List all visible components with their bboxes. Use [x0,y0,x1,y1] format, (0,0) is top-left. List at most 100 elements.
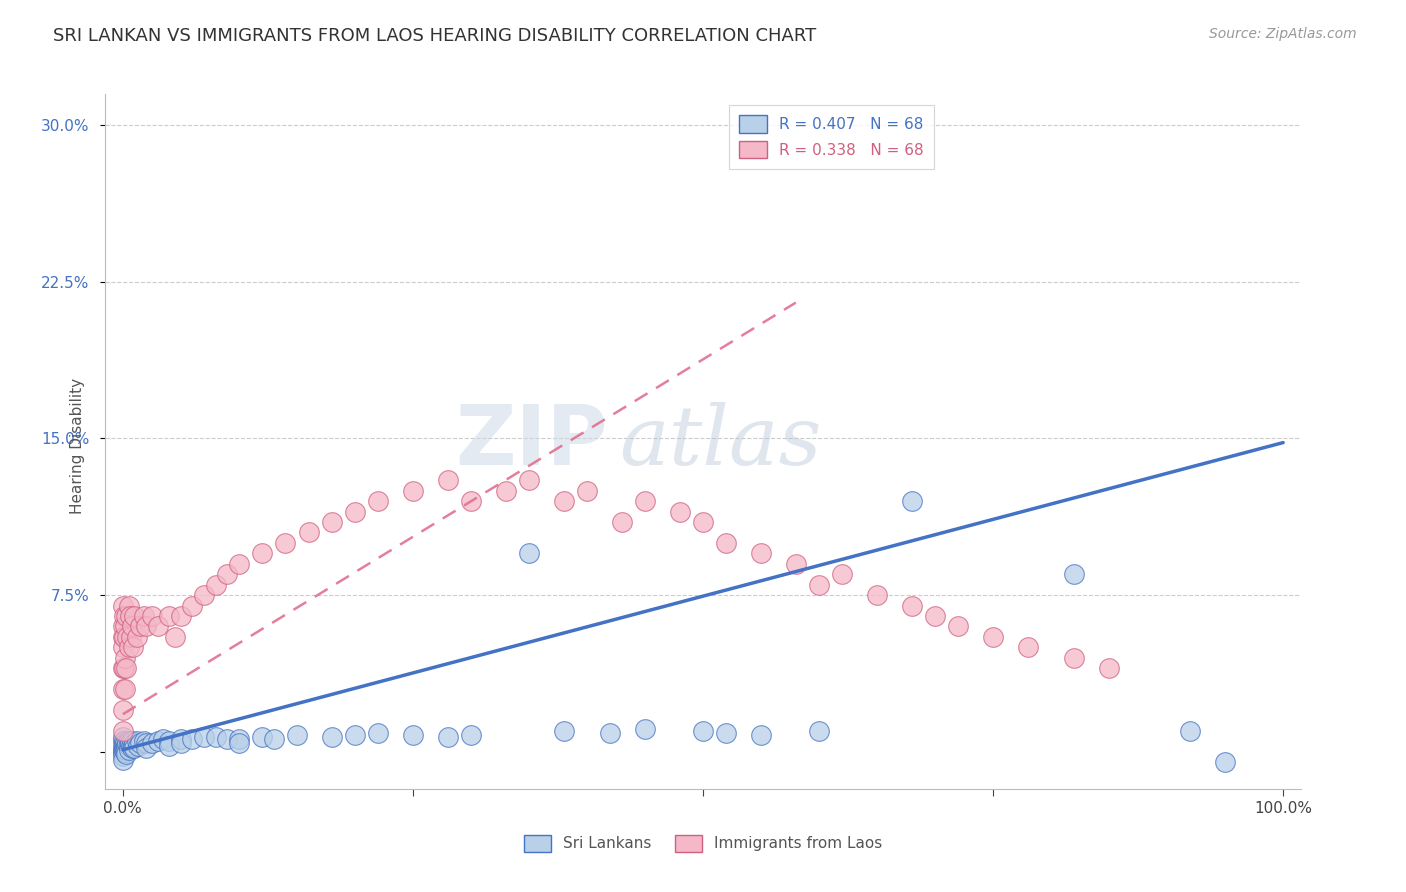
Point [228,557,250,571]
Point [402,483,425,498]
Point [1098,661,1121,675]
Point [274,536,297,550]
Point [1213,756,1236,770]
Point [170,609,193,624]
Point [228,736,250,750]
Point [436,473,458,487]
Point [716,536,738,550]
Point [111,703,134,717]
Point [114,740,136,755]
Point [599,726,621,740]
Point [517,546,540,560]
Point [367,494,389,508]
Point [181,599,204,613]
Point [111,682,134,697]
Point [749,546,772,560]
Point [111,745,134,759]
Point [553,494,575,508]
Legend: Sri Lankans, Immigrants from Laos: Sri Lankans, Immigrants from Laos [517,829,889,858]
Point [120,739,142,753]
Point [112,742,135,756]
Point [121,734,143,748]
Point [127,739,149,753]
Point [263,732,285,747]
Point [118,736,141,750]
Point [517,473,540,487]
Point [152,732,174,747]
Point [115,609,138,624]
Point [141,609,163,624]
Point [117,736,139,750]
Point [785,557,807,571]
Point [250,546,273,560]
Point [866,588,889,602]
Point [495,483,517,498]
Point [125,734,148,748]
Point [122,640,145,655]
Point [367,726,389,740]
Point [634,722,657,736]
Point [121,740,143,755]
Point [111,745,134,759]
Point [125,630,148,644]
Point [118,742,141,756]
Point [111,640,134,655]
Point [111,630,134,644]
Point [118,734,141,748]
Point [118,640,141,655]
Point [749,728,772,742]
Point [111,753,134,767]
Point [901,494,924,508]
Point [157,609,180,624]
Point [111,661,134,675]
Point [924,609,946,624]
Point [193,588,215,602]
Point [204,577,226,591]
Point [118,739,141,753]
Point [111,730,134,744]
Point [135,619,157,633]
Point [114,736,136,750]
Point [132,734,155,748]
Point [181,732,204,747]
Point [141,736,163,750]
Point [111,749,134,764]
Point [170,732,193,747]
Point [553,723,575,738]
Point [321,515,343,529]
Point [692,515,714,529]
Point [808,577,831,591]
Point [692,723,714,738]
Point [120,630,142,644]
Point [343,728,366,742]
Point [124,736,146,750]
Point [124,609,146,624]
Point [132,609,155,624]
Point [112,734,135,748]
Text: ZIP: ZIP [456,401,607,482]
Point [157,734,180,748]
Point [1017,640,1039,655]
Point [124,740,146,755]
Text: atlas: atlas [619,401,821,482]
Point [217,567,239,582]
Point [204,730,226,744]
Point [343,504,366,518]
Point [111,599,134,613]
Point [1180,723,1202,738]
Point [115,742,138,756]
Point [716,726,738,740]
Point [111,723,134,738]
Point [808,723,831,738]
Point [135,740,157,755]
Point [117,630,139,644]
Point [981,630,1004,644]
Point [111,734,134,748]
Point [1063,567,1085,582]
Point [129,619,152,633]
Point [111,739,134,753]
Point [436,730,458,744]
Text: Source: ZipAtlas.com: Source: ZipAtlas.com [1209,27,1357,41]
Point [135,736,157,750]
Point [321,730,343,744]
